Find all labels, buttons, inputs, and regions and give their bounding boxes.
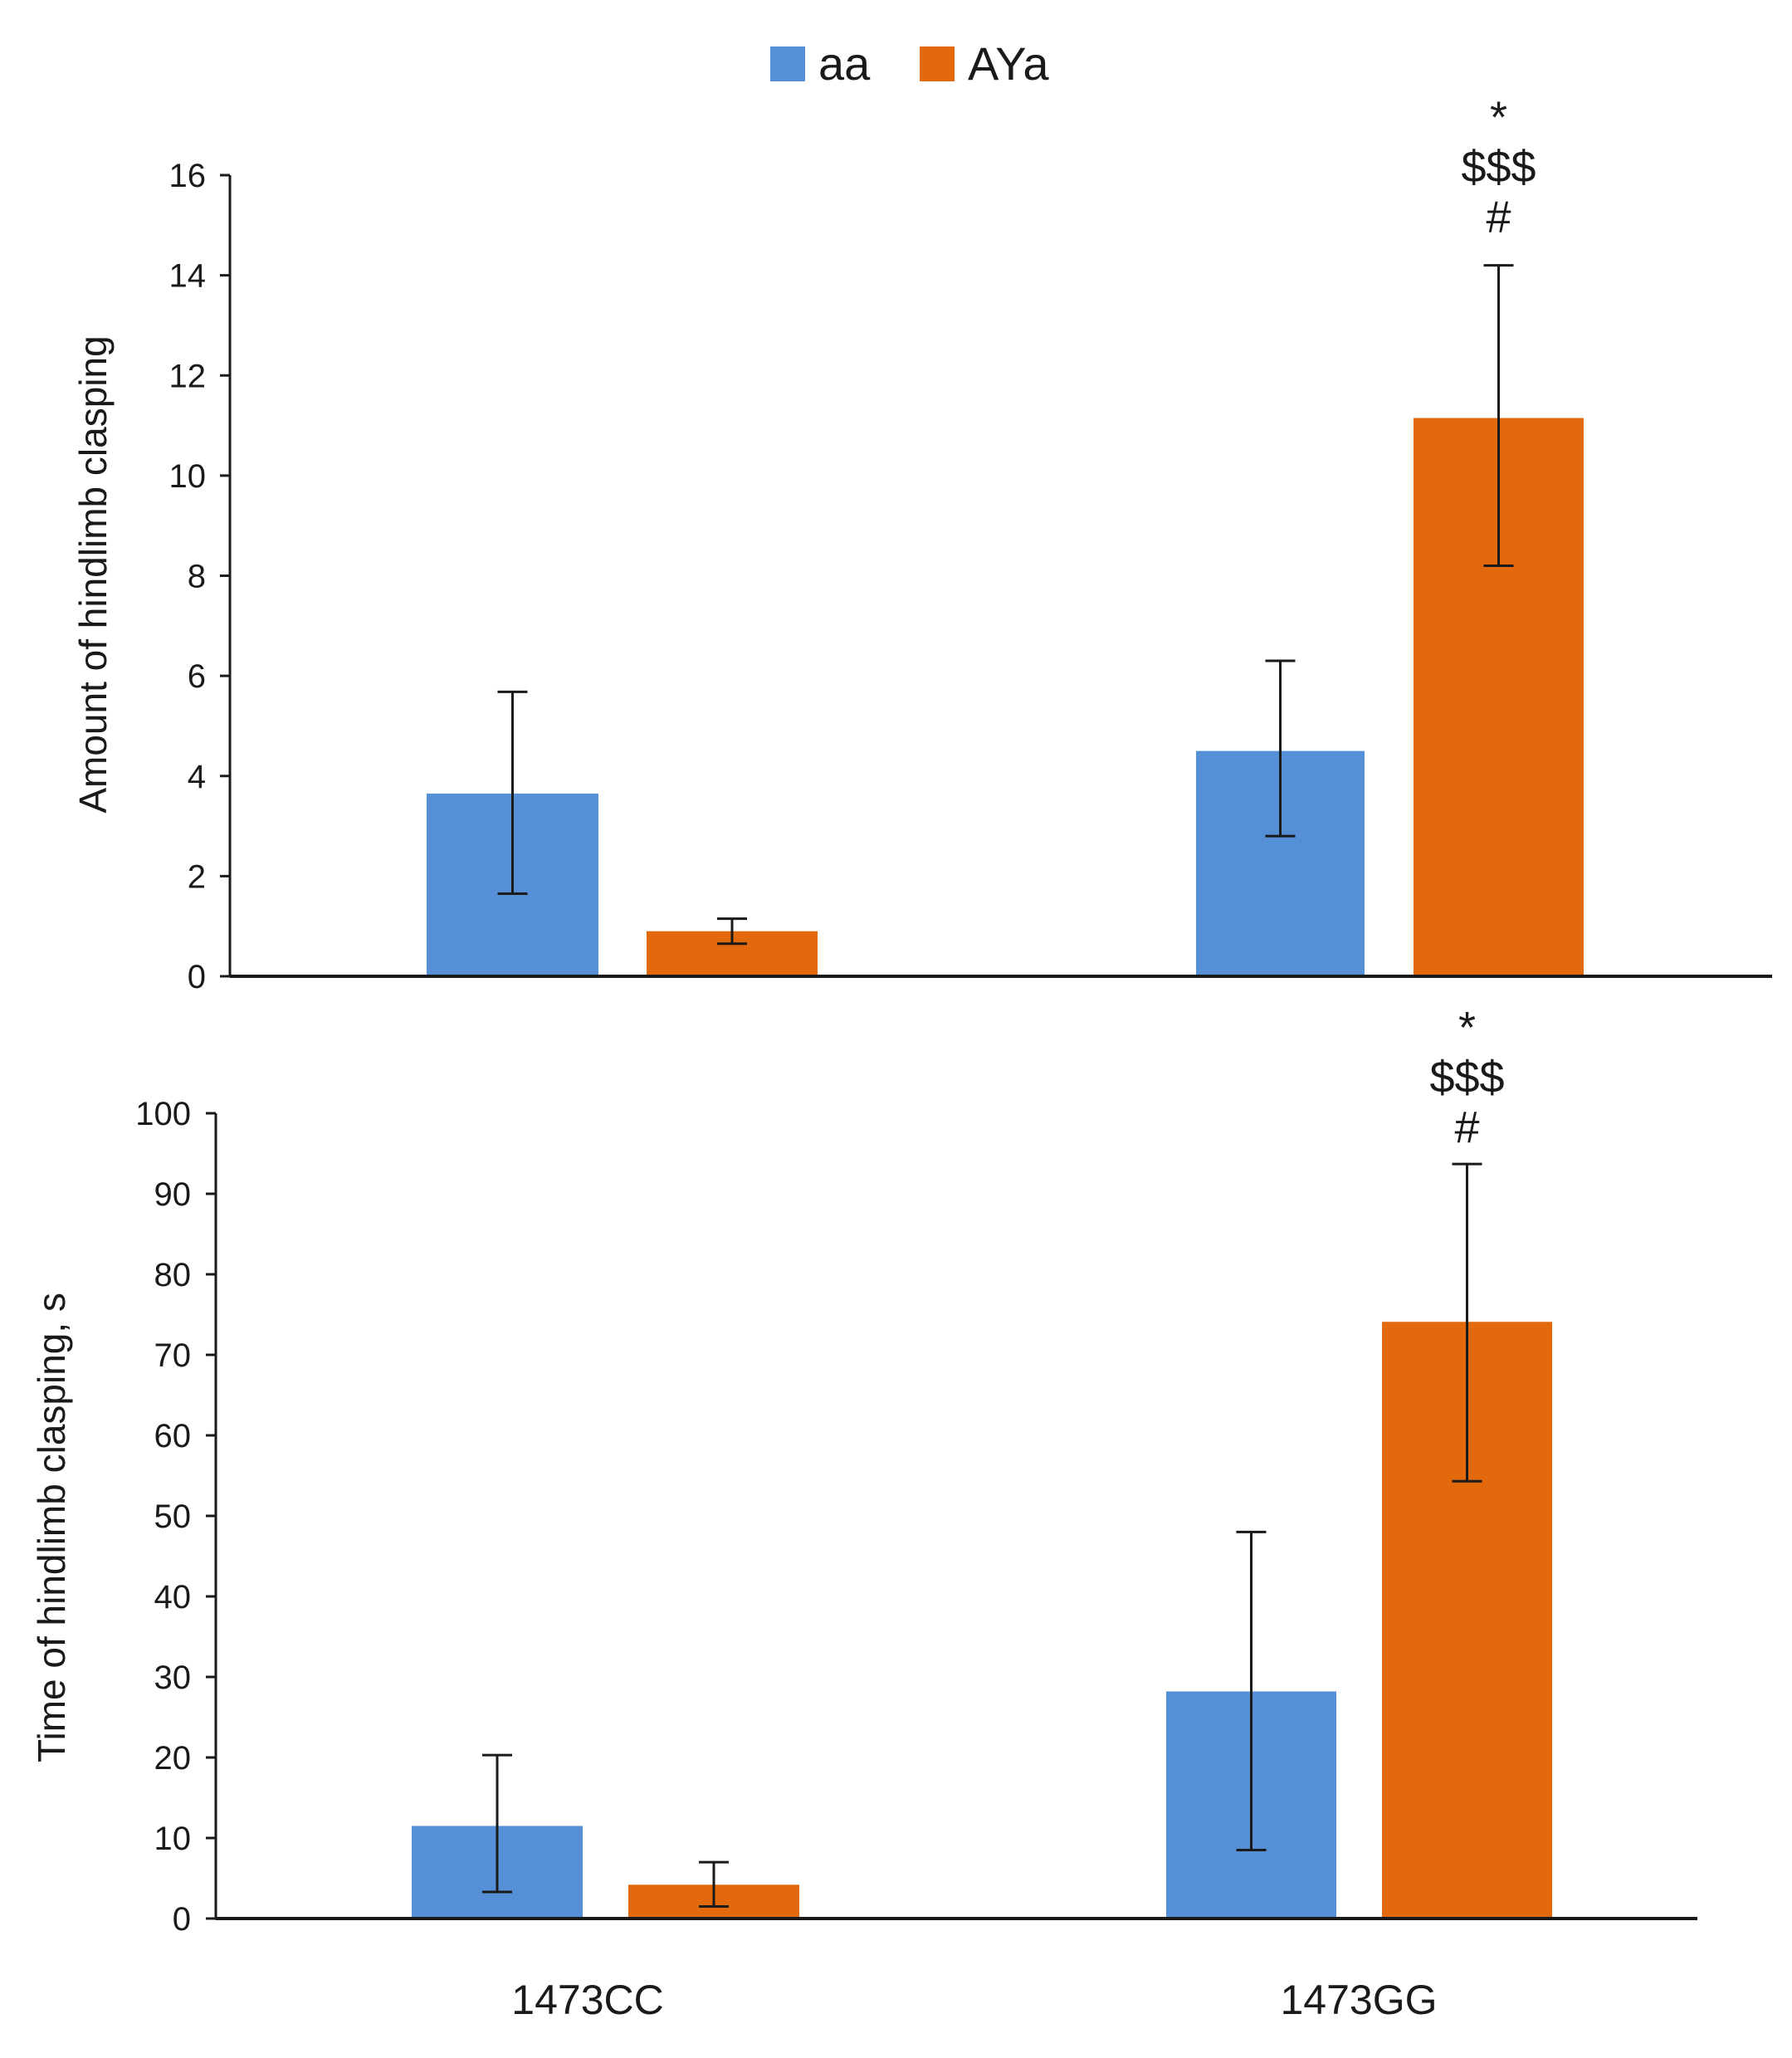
y-tick-label-0: 0: [188, 959, 206, 995]
legend-swatch-aa: [770, 46, 805, 81]
significance-mark-2: $$$: [1461, 143, 1536, 193]
y-tick-label-90: 90: [154, 1176, 192, 1213]
y-tick-label-60: 60: [154, 1418, 192, 1454]
y-axis-title-time: Time of hindlimb clasping, s: [30, 1293, 73, 1762]
y-tick-label-30: 30: [154, 1660, 192, 1696]
legend-label-aya: AYa: [968, 37, 1049, 90]
legend-swatch-aya: [920, 46, 955, 81]
significance-mark-1: *: [1458, 1003, 1476, 1053]
significance-mark-2: $$$: [1429, 1053, 1504, 1102]
y-tick-label-4: 4: [188, 759, 206, 795]
significance-mark-1: *: [1490, 93, 1507, 143]
y-tick-label-2: 2: [188, 858, 206, 895]
y-tick-label-0: 0: [173, 1901, 191, 1938]
y-tick-label-10: 10: [154, 1821, 192, 1857]
legend: aa AYa: [770, 37, 1049, 90]
y-tick-label-12: 12: [169, 358, 207, 394]
x-tick-label-1473cc: 1473CC: [511, 1977, 663, 2023]
significance-mark-3: #: [1486, 193, 1511, 242]
y-tick-label-40: 40: [154, 1579, 192, 1616]
significance-mark-3: #: [1454, 1102, 1479, 1152]
y-tick-label-14: 14: [169, 258, 207, 295]
y-tick-label-50: 50: [154, 1498, 192, 1535]
y-tick-label-100: 100: [135, 1096, 191, 1132]
y-tick-label-10: 10: [169, 458, 207, 495]
y-axis-title-amount: Amount of hindlimb clasping: [71, 335, 115, 813]
y-tick-label-6: 6: [188, 658, 206, 695]
y-tick-label-20: 20: [154, 1740, 192, 1777]
y-tick-label-70: 70: [154, 1337, 192, 1374]
chart-amount-hindlimb-clasping: Amount of hindlimb clasping 0 2 4 6 8 10 12 14 1…: [71, 93, 1772, 995]
chart-time-hindlimb-clasping: Time of hindlimb clasping, s 1473CC 1473…: [30, 1003, 1697, 2023]
y-tick-label-8: 8: [188, 559, 206, 595]
y-tick-label-80: 80: [154, 1257, 192, 1293]
legend-label-aa: aa: [818, 37, 871, 90]
x-tick-label-1473gg: 1473GG: [1280, 1977, 1437, 2023]
y-tick-label-16: 16: [169, 158, 207, 194]
